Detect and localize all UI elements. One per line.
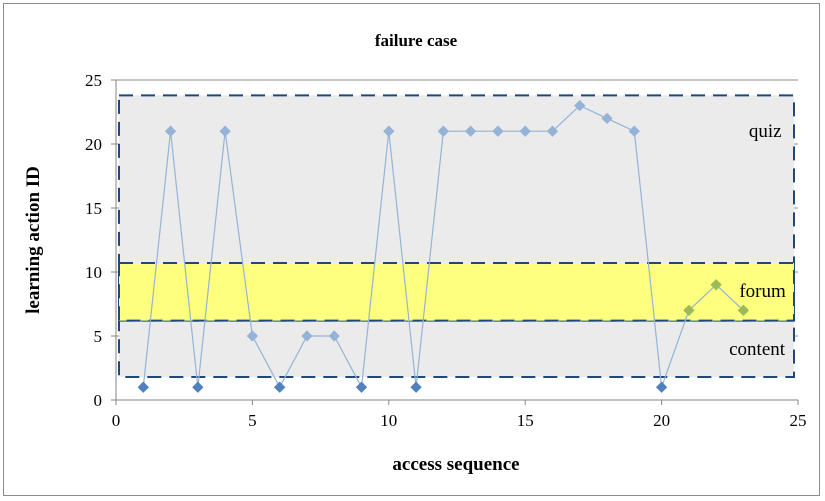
data-point <box>737 304 750 317</box>
data-point <box>137 381 149 393</box>
chart-title: failure case <box>375 31 458 50</box>
y-tick-label: 10 <box>85 263 102 282</box>
x-tick-label: 0 <box>112 411 121 430</box>
x-tick-label: 25 <box>790 411 807 430</box>
y-tick-label: 25 <box>85 71 102 90</box>
data-point <box>355 381 368 393</box>
quiz-label: quiz <box>749 121 782 142</box>
data-point <box>274 381 286 393</box>
data-point <box>192 381 204 393</box>
data-point <box>710 279 722 291</box>
forum-label: forum <box>739 281 786 302</box>
forum-region <box>118 262 795 322</box>
x-tick-label: 20 <box>653 411 670 430</box>
data-point <box>683 304 695 317</box>
data-point <box>328 330 340 342</box>
content-label: content <box>729 339 786 360</box>
y-tick-label: 15 <box>85 199 102 218</box>
x-tick-label: 15 <box>517 411 534 430</box>
content-region <box>118 319 795 378</box>
x-tick-label: 5 <box>248 411 257 430</box>
tick-labels: 0 5 10 15 20 25 0 5 10 15 20 25 <box>85 71 807 430</box>
y-axis-title: learning action ID <box>23 166 44 314</box>
y-tick-label: 0 <box>94 391 103 410</box>
data-point <box>655 381 668 393</box>
y-tick-label: 5 <box>94 327 103 346</box>
axes <box>111 79 799 405</box>
data-point <box>410 381 422 393</box>
data-point <box>301 330 313 342</box>
x-tick-label: 10 <box>380 411 397 430</box>
x-axis-title: access sequence <box>392 454 519 475</box>
data-point <box>246 330 259 342</box>
y-tick-label: 20 <box>85 135 102 154</box>
